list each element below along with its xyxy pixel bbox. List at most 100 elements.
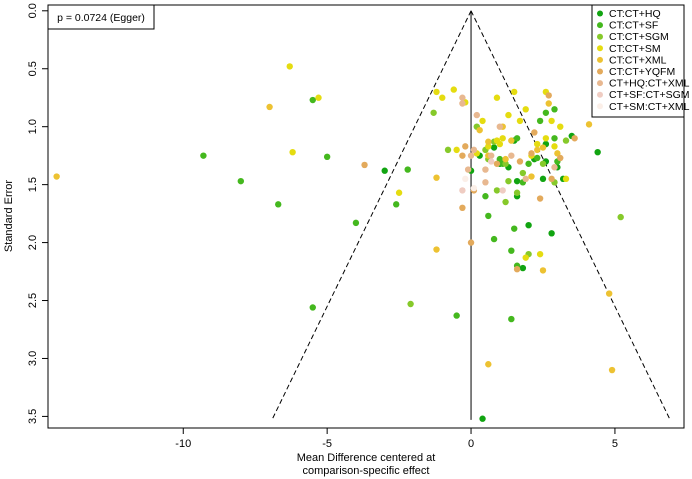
legend-marker — [597, 33, 603, 40]
data-point-series-1 — [534, 154, 541, 162]
data-point-series-0 — [525, 221, 532, 229]
data-point-series-1 — [536, 117, 544, 125]
data-point-series-7 — [459, 187, 466, 194]
y-tick-label: 0.0 — [27, 3, 39, 18]
data-point-series-3 — [395, 189, 403, 196]
data-point-series-6 — [459, 100, 466, 107]
data-point-series-0 — [594, 148, 601, 156]
legend-label: CT:CT+XML — [609, 54, 667, 66]
data-point-series-3 — [315, 94, 322, 101]
y-axis: 0.0 0.5 1.0 1.5 2.0 2.5 3.0 3.5 — [27, 3, 48, 424]
data-point-series-3 — [479, 117, 486, 125]
data-point-series-4 — [433, 246, 440, 253]
data-point-series-2 — [444, 146, 452, 154]
x-tick-label: 0 — [468, 438, 474, 450]
data-point-series-3 — [505, 111, 512, 119]
legend-marker — [597, 22, 603, 29]
legend-label: CT:CT+YQFM — [609, 66, 675, 78]
legend-label: CT+SM:CT+XML — [609, 101, 690, 113]
data-point-series-2 — [502, 198, 509, 206]
legend-label: CT+HQ:CT+XML — [609, 78, 690, 90]
data-point-series-3 — [522, 254, 529, 261]
data-point-series-1 — [485, 212, 492, 220]
data-point-series-5 — [361, 161, 368, 169]
funnel-right-limit — [470, 10, 671, 421]
x-tick-label: -5 — [322, 438, 332, 450]
data-point-series-6 — [496, 123, 504, 130]
x-axis-label-line-2: comparison-specific effect — [303, 465, 430, 477]
data-point-series-1 — [393, 201, 400, 208]
data-point-series-3 — [493, 94, 501, 101]
legend: CT:CT+HQCT:CT+SFCT:CT+SGMCT:CT+SMCT:CT+X… — [591, 4, 690, 118]
legend-label: CT:CT+SM — [609, 43, 661, 55]
data-point-series-2 — [539, 160, 547, 167]
data-point-series-6 — [482, 166, 489, 173]
legend-label: CT:CT+HQ — [609, 8, 661, 20]
data-point-series-2 — [502, 160, 509, 167]
data-point-series-3 — [496, 140, 504, 148]
data-point-series-4 — [508, 137, 515, 144]
data-point-series-4 — [545, 100, 552, 107]
data-point-series-1 — [323, 153, 331, 161]
x-axis-label-line-1: Mean Difference centered at — [297, 452, 436, 464]
data-point-series-1 — [551, 135, 558, 142]
data-point-series-5 — [462, 143, 469, 150]
data-point-series-3 — [522, 106, 529, 113]
legend-box — [591, 4, 685, 118]
annotation-box — [47, 4, 155, 30]
data-point-series-0 — [539, 175, 547, 183]
data-point-series-1 — [482, 193, 489, 200]
legend-marker — [597, 45, 603, 52]
data-point-series-8 — [462, 175, 469, 183]
data-point-series-6 — [459, 94, 466, 101]
data-point-series-4 — [608, 366, 616, 374]
data-point-series-6 — [473, 111, 480, 119]
data-point-series-4 — [534, 146, 541, 154]
data-point-series-2 — [505, 177, 512, 185]
y-tick-label: 3.5 — [27, 409, 39, 424]
data-point-series-2 — [430, 109, 437, 116]
data-point-series-3 — [286, 63, 293, 70]
data-point-series-6 — [470, 146, 478, 154]
data-point-series-5 — [557, 154, 564, 162]
plot-frame — [47, 4, 685, 429]
legend-marker — [597, 80, 603, 87]
data-point-series-3 — [450, 86, 457, 93]
data-point-series-5 — [467, 239, 475, 246]
data-point-series-2 — [493, 187, 501, 194]
data-point-series-5 — [459, 204, 466, 212]
data-point-series-5 — [528, 150, 535, 157]
y-tick-label: 1.5 — [27, 177, 39, 192]
data-point-series-0 — [381, 167, 388, 174]
data-point-series-1 — [453, 312, 460, 319]
data-point-series-4 — [485, 138, 492, 145]
data-point-series-4 — [485, 361, 492, 368]
data-point-series-4 — [585, 121, 593, 128]
legend-label: CT:CT+SGM — [609, 31, 669, 43]
data-point-series-1 — [309, 96, 316, 104]
data-point-series-5 — [459, 152, 466, 159]
data-point-series-1 — [551, 106, 558, 113]
data-point-series-3 — [562, 175, 570, 183]
data-point-series-5 — [536, 195, 544, 202]
y-tick-label: 3.0 — [27, 351, 39, 366]
data-point-series-4 — [266, 103, 273, 111]
data-point-series-1 — [352, 219, 360, 227]
data-point-series-3 — [453, 146, 460, 154]
data-point-series-1 — [200, 152, 207, 159]
data-point-series-7 — [487, 158, 495, 165]
data-point-series-6 — [508, 152, 515, 159]
data-point-series-5 — [516, 158, 524, 165]
legend-label: CT:CT+SF — [609, 20, 658, 32]
data-point-series-3 — [289, 148, 296, 156]
data-point-series-6 — [487, 152, 495, 159]
data-point-series-5 — [531, 129, 538, 136]
data-point-series-6 — [551, 164, 558, 171]
data-point-series-4 — [433, 174, 440, 181]
data-point-series-1 — [525, 160, 532, 167]
annotation-text: p = 0.0724 (Egger) — [57, 12, 145, 24]
data-point-series-3 — [499, 135, 506, 142]
legend-label: CT+SF:CT+SGM — [609, 89, 690, 101]
data-point-series-1 — [511, 225, 518, 232]
